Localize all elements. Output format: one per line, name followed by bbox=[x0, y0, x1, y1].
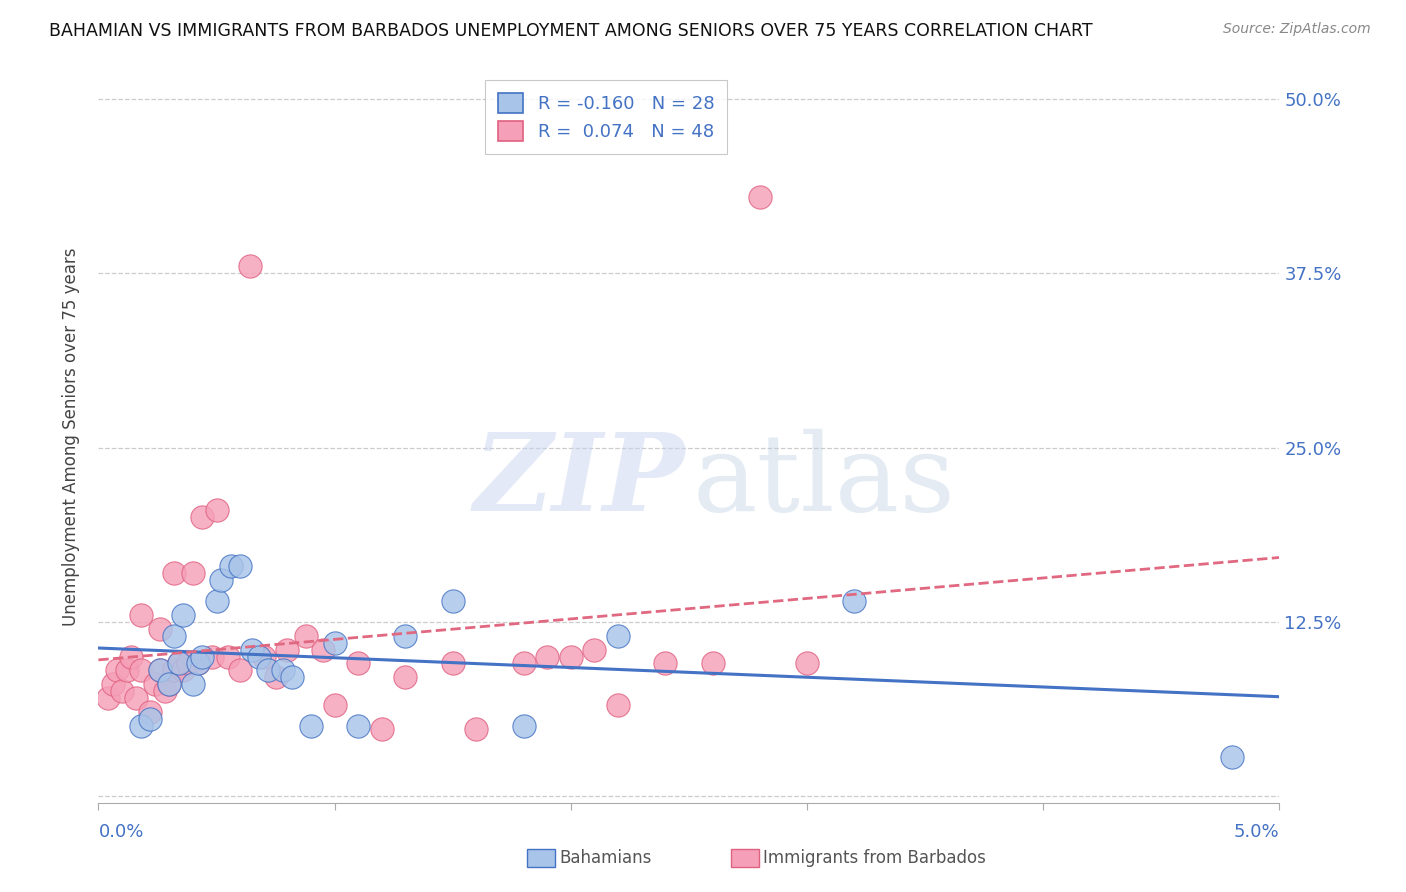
Point bbox=[163, 664, 186, 678]
Point bbox=[347, 719, 370, 733]
Point bbox=[143, 677, 166, 691]
Point bbox=[844, 594, 866, 608]
Point bbox=[181, 677, 204, 691]
Point bbox=[167, 657, 190, 671]
Point bbox=[157, 677, 180, 691]
Text: 5.0%: 5.0% bbox=[1234, 823, 1279, 841]
Point bbox=[181, 566, 204, 580]
Point bbox=[139, 705, 162, 719]
Point bbox=[111, 684, 134, 698]
Point bbox=[139, 712, 162, 726]
Point bbox=[512, 657, 534, 671]
Point bbox=[257, 664, 280, 678]
Point bbox=[347, 657, 370, 671]
Point bbox=[654, 657, 676, 671]
Point bbox=[253, 649, 276, 664]
Point bbox=[229, 558, 252, 573]
Point bbox=[240, 642, 263, 657]
Point bbox=[163, 629, 186, 643]
Point bbox=[205, 503, 228, 517]
Point bbox=[201, 649, 224, 664]
Point bbox=[157, 677, 180, 691]
Point bbox=[105, 664, 128, 678]
Point bbox=[229, 664, 252, 678]
Point bbox=[271, 664, 294, 678]
Point bbox=[512, 719, 534, 733]
Point bbox=[219, 558, 242, 573]
Point bbox=[97, 691, 120, 706]
Point bbox=[239, 260, 262, 274]
Point bbox=[295, 629, 318, 643]
Point bbox=[536, 649, 558, 664]
Point bbox=[129, 664, 152, 678]
Point bbox=[394, 629, 416, 643]
Point bbox=[191, 649, 214, 664]
Point bbox=[441, 594, 464, 608]
Text: BAHAMIAN VS IMMIGRANTS FROM BARBADOS UNEMPLOYMENT AMONG SENIORS OVER 75 YEARS CO: BAHAMIAN VS IMMIGRANTS FROM BARBADOS UNE… bbox=[49, 22, 1092, 40]
Point bbox=[264, 670, 287, 684]
Point bbox=[1220, 749, 1243, 764]
Point bbox=[371, 722, 394, 736]
Text: Bahamians: Bahamians bbox=[560, 849, 652, 867]
Text: ZIP: ZIP bbox=[474, 428, 685, 534]
Point bbox=[323, 635, 346, 649]
Point bbox=[583, 642, 606, 657]
Point bbox=[312, 642, 335, 657]
Point bbox=[796, 657, 818, 671]
Point bbox=[217, 649, 239, 664]
Point bbox=[748, 190, 770, 204]
Point bbox=[125, 691, 148, 706]
Point bbox=[187, 657, 209, 671]
Point bbox=[209, 573, 232, 587]
Text: 0.0%: 0.0% bbox=[98, 823, 143, 841]
Point bbox=[115, 664, 138, 678]
Point bbox=[607, 629, 630, 643]
Point bbox=[149, 622, 172, 636]
Point bbox=[187, 657, 209, 671]
Point bbox=[153, 684, 176, 698]
Point bbox=[129, 607, 152, 622]
Point bbox=[465, 722, 488, 736]
Text: atlas: atlas bbox=[693, 428, 956, 533]
Y-axis label: Unemployment Among Seniors over 75 years: Unemployment Among Seniors over 75 years bbox=[62, 248, 80, 626]
Point bbox=[247, 649, 270, 664]
Point bbox=[276, 642, 298, 657]
Point bbox=[163, 566, 186, 580]
Point bbox=[177, 657, 200, 671]
Point bbox=[281, 670, 304, 684]
Legend: R = -0.160   N = 28, R =  0.074   N = 48: R = -0.160 N = 28, R = 0.074 N = 48 bbox=[485, 80, 727, 153]
Text: Immigrants from Barbados: Immigrants from Barbados bbox=[763, 849, 987, 867]
Point bbox=[441, 657, 464, 671]
Point bbox=[101, 677, 124, 691]
Point bbox=[607, 698, 630, 713]
Point bbox=[149, 664, 172, 678]
Point bbox=[172, 664, 194, 678]
Point bbox=[172, 607, 194, 622]
Point bbox=[191, 510, 214, 524]
Point bbox=[121, 649, 143, 664]
Point bbox=[129, 719, 152, 733]
Point bbox=[394, 670, 416, 684]
Point bbox=[205, 594, 228, 608]
Point bbox=[702, 657, 724, 671]
Text: Source: ZipAtlas.com: Source: ZipAtlas.com bbox=[1223, 22, 1371, 37]
Point bbox=[323, 698, 346, 713]
Point bbox=[299, 719, 322, 733]
Point bbox=[560, 649, 582, 664]
Point bbox=[149, 664, 172, 678]
Point bbox=[167, 657, 190, 671]
